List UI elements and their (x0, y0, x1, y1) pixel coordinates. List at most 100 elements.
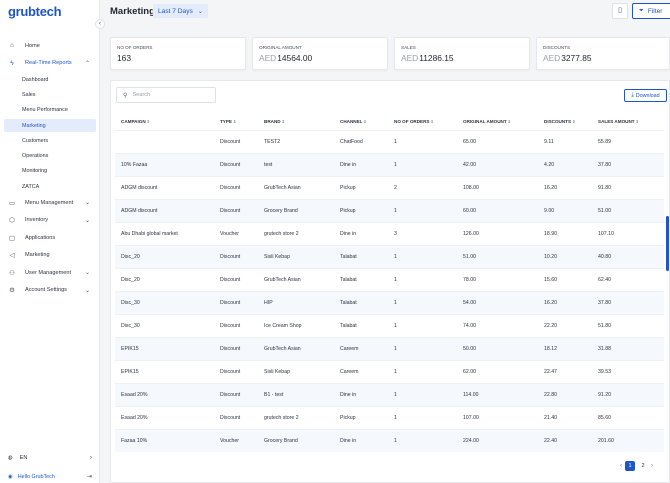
sidebar-item-label: Home (25, 42, 40, 49)
cell-discounts: 4.20 (544, 162, 555, 168)
sidebar-item-menu-management[interactable]: ▭ Menu Management ⌄ (4, 195, 96, 210)
export-button[interactable]: ▯ (612, 3, 628, 19)
sidebar-subitem-operations[interactable]: Operations (22, 153, 49, 160)
table-row[interactable]: Discount TEST2 ChatFood 1 65.00 9.11 55.89 (115, 130, 664, 153)
chevron-right-icon[interactable]: › (651, 463, 653, 469)
table-row[interactable]: Esaad 20% Discount grutech store 2 Pickup 1 1… (115, 406, 664, 429)
sidebar: grubtech ⌂ Home ϟ Real-Time Reports ⌃ Da… (0, 0, 100, 483)
sidebar-subitem-sales[interactable]: Sales (22, 91, 36, 98)
stat-number: 11286.15 (419, 53, 454, 63)
sidebar-subitem-menu-performance[interactable]: Menu Performance (22, 107, 68, 114)
cell-orders: 1 (394, 346, 397, 352)
table-body: Discount TEST2 ChatFood 1 65.00 9.11 55.89 10% … (115, 130, 664, 452)
table-row[interactable]: ADGM discount Discount GrubTech Asian Picku… (115, 176, 664, 199)
cell-original-amount: 51.00 (463, 254, 476, 260)
table-scrollbar[interactable] (666, 216, 669, 271)
user-greeting: Hello GrubTech (17, 473, 55, 480)
table-row[interactable]: ADGM discount Discount Grocery Brand Pickup… (115, 199, 664, 222)
sidebar-item-account-settings[interactable]: ⚙ Account Settings ⌄ (4, 283, 96, 298)
column-header-discounts[interactable]: DISCOUNTS⇕ (544, 119, 575, 124)
cell-brand: Ice Cream Shop (264, 323, 302, 329)
column-header-campaign[interactable]: CAMPAIGN⇕ (121, 119, 150, 124)
chevron-left-icon[interactable]: ‹ (620, 463, 622, 469)
sort-icon: ⇕ (281, 119, 285, 124)
cell-channel: Dine in (340, 438, 357, 444)
table-row[interactable]: Disc_30 Discount Ice Cream Shop Talabat 1 74.… (115, 314, 664, 337)
stat-value: AED14564.00 (259, 53, 381, 63)
language-selector[interactable]: ◍ EN › (8, 455, 92, 461)
monitor-icon: ▢ (8, 234, 16, 242)
table-row[interactable]: Disc_30 Discount HIP Talabat 1 54.00 16.20 37.8… (115, 291, 664, 314)
filter-button[interactable]: ⏷ Filter (632, 3, 670, 19)
cell-discounts: 22.20 (544, 323, 557, 329)
column-header-type[interactable]: TYPE⇕ (220, 119, 236, 124)
download-label: Download (635, 92, 660, 99)
sidebar-subitem-zatca[interactable]: ZATCA (22, 183, 40, 190)
megaphone-icon: ◁ (9, 252, 15, 260)
cell-orders: 1 (394, 254, 397, 260)
table-row[interactable]: EPIK15 Discount GrubTech Asian Careem 1 50.00… (115, 337, 664, 360)
sidebar-subitem-marketing[interactable]: Marketing (4, 118, 96, 133)
cell-channel: Dine in (340, 231, 357, 237)
page-button-2[interactable]: 2 (641, 463, 645, 469)
cell-type: Discount (220, 139, 241, 145)
sidebar-item-label: Inventory (25, 217, 49, 224)
language-label: EN (19, 455, 28, 461)
cell-discounts: 22.47 (544, 369, 557, 375)
page-button-1[interactable]: 1 (625, 461, 635, 471)
cell-campaign: ADGM discount (121, 208, 158, 214)
cell-discounts: 9.11 (544, 139, 554, 145)
table-row[interactable]: Disc_20 Discount GrubTech Asian Talabat 1 78.… (115, 268, 664, 291)
sidebar-subitem-customers[interactable]: Customers (22, 137, 49, 144)
sidebar-subitem-dashboard[interactable]: Dashboard (22, 76, 49, 83)
column-header-channel[interactable]: CHANNEL⇕ (340, 119, 367, 124)
cell-original-amount: 42.00 (463, 162, 476, 168)
sidebar-item-applications[interactable]: ▢ Applications (4, 230, 96, 245)
sidebar-item-real-time-reports[interactable]: ϟ Real-Time Reports ⌃ (4, 56, 96, 71)
table-header: CAMPAIGN⇕ TYPE⇕ BRAND⇕ CHANNEL⇕ NO OF OR… (115, 115, 664, 128)
cell-original-amount: 60.00 (463, 208, 476, 214)
table-row[interactable]: Abu Dhabi global market Voucher grutech st… (115, 222, 664, 245)
logout-icon[interactable]: ⇥ (86, 474, 92, 480)
search-input[interactable] (132, 92, 213, 98)
table-row[interactable]: Esaad 20% Discount B1 - test Dine in 1 114.00… (115, 383, 664, 406)
table-row[interactable]: Fazaa 10% Voucher Grocery Brand Dine in 1 224… (115, 429, 664, 452)
cell-orders: 1 (394, 208, 397, 214)
stat-card-discounts: DISCOUNTS AED3277.85 (536, 37, 670, 70)
download-button[interactable]: ⤓ Download (624, 89, 667, 102)
collapse-sidebar-button[interactable]: ‹ (95, 19, 105, 29)
search-box[interactable]: ⚲ (116, 87, 216, 103)
table-row[interactable]: EPIK15 Discount Sisli Kebap Careem 1 62.00 22.… (115, 360, 664, 383)
cell-sales-amount: 51.00 (598, 208, 611, 214)
cell-brand: TEST2 (264, 139, 281, 145)
column-header-sales-amount[interactable]: SALES AMOUNT⇕ (598, 119, 639, 124)
stat-currency: AED (543, 53, 561, 63)
brand-logo[interactable]: grubtech (8, 4, 62, 19)
cell-channel: Talabat (340, 277, 357, 283)
sidebar-item-inventory[interactable]: ⬡ Inventory ⌄ (4, 213, 96, 228)
cell-discounts: 9.00 (544, 208, 555, 214)
period-dropdown[interactable]: Last 7 Days ⌄ (153, 4, 208, 18)
table-row[interactable]: 10% Fazaa Discount test Dine in 1 42.00 4.20 37… (115, 153, 664, 176)
cell-discounts: 18.90 (544, 231, 557, 237)
cell-discounts: 10.20 (544, 254, 557, 260)
chevron-down-icon: ⌄ (84, 287, 90, 294)
cell-channel: ChatFood (340, 139, 363, 145)
sidebar-item-home[interactable]: ⌂ Home (4, 38, 96, 53)
cell-campaign: Disc_20 (121, 254, 140, 260)
sidebar-item-marketing[interactable]: ◁ Marketing (4, 248, 96, 263)
user-profile[interactable]: ◉ Hello GrubTech ⇥ (8, 473, 92, 481)
sidebar-subitem-monitoring[interactable]: Monitoring (22, 168, 48, 175)
stat-card-sales: SALES AED11286.15 (394, 37, 530, 70)
column-header-orders[interactable]: NO OF ORDERS⇕ (394, 119, 434, 124)
stat-label: NO OF ORDERS (117, 45, 153, 50)
sidebar-item-user-management[interactable]: ⚇ User Management ⌄ (4, 265, 96, 280)
table-row[interactable]: Disc_20 Discount Sisli Kebap Talabat 1 51.00 1… (115, 245, 664, 268)
cell-original-amount: 50.00 (463, 346, 476, 352)
cell-campaign: EPIK15 (121, 369, 139, 375)
cell-sales-amount: 201.60 (598, 438, 614, 444)
cell-type: Discount (220, 346, 241, 352)
sidebar-item-label: Account Settings (25, 287, 67, 294)
column-header-brand[interactable]: BRAND⇕ (264, 119, 285, 124)
column-header-original-amount[interactable]: ORIGINAL AMOUNT⇕ (463, 119, 511, 124)
